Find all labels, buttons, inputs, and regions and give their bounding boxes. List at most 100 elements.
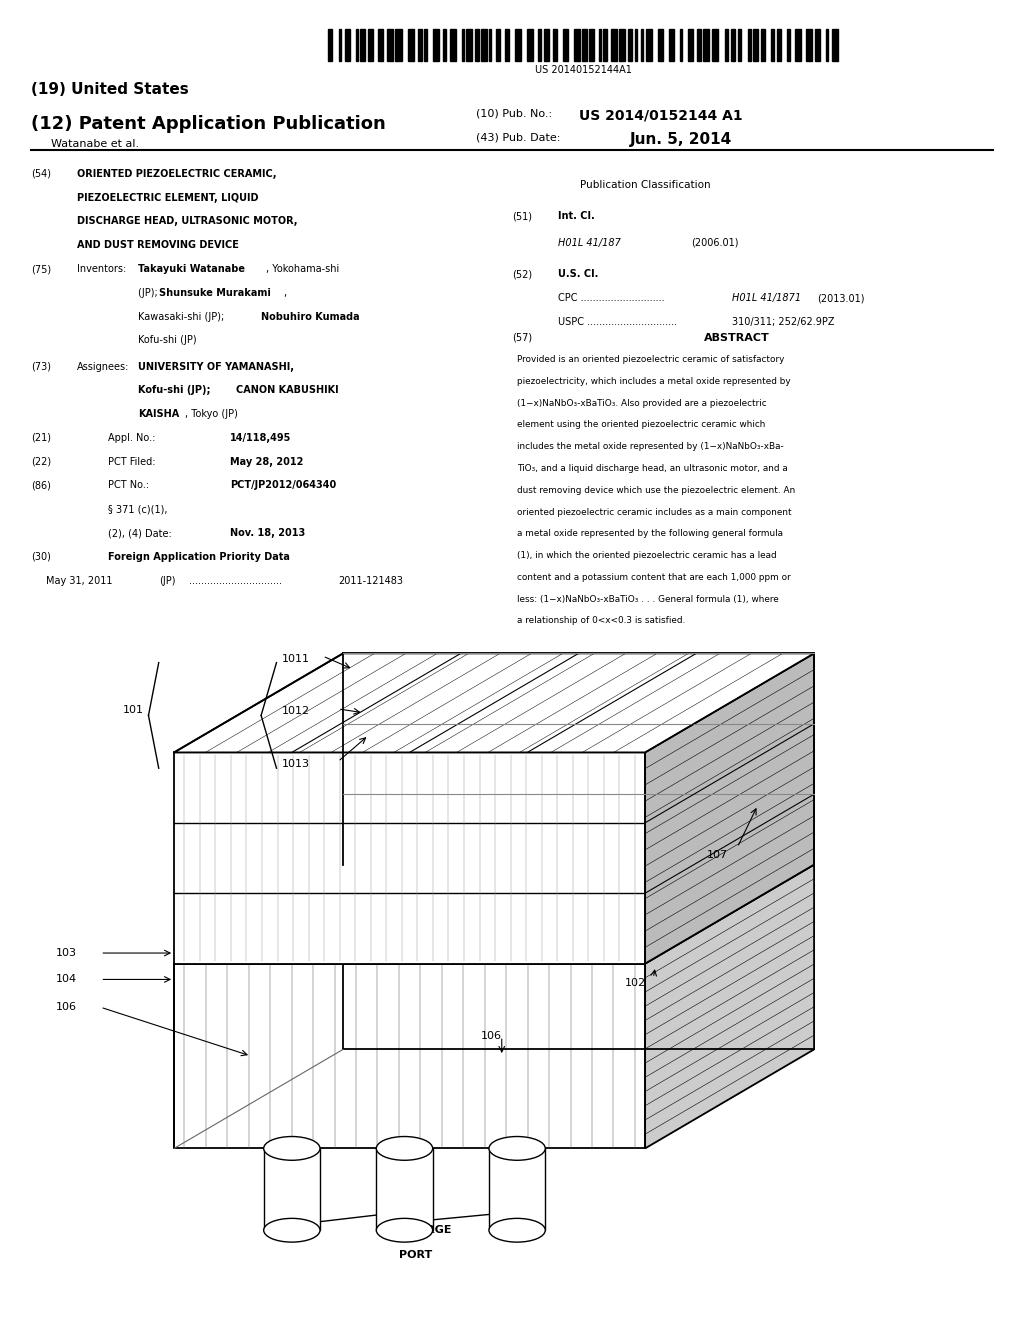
Bar xyxy=(408,29,414,61)
Bar xyxy=(641,29,643,61)
Text: H01L 41/1871: H01L 41/1871 xyxy=(732,293,802,304)
Bar xyxy=(761,29,765,61)
Text: includes the metal oxide represented by (1−x)NaNbO₃-xBa-: includes the metal oxide represented by … xyxy=(517,442,783,451)
Bar xyxy=(603,29,607,61)
Bar xyxy=(748,29,751,61)
Bar xyxy=(450,29,456,61)
Text: (52): (52) xyxy=(512,269,532,280)
Bar xyxy=(777,29,780,61)
Bar xyxy=(806,29,812,61)
Bar xyxy=(419,29,422,61)
Bar xyxy=(826,29,828,61)
Text: 1013: 1013 xyxy=(282,759,309,770)
Bar xyxy=(466,29,472,61)
Bar xyxy=(680,29,682,61)
Text: US 2014/0152144 A1: US 2014/0152144 A1 xyxy=(579,108,742,123)
Bar xyxy=(480,29,486,61)
Text: (10) Pub. No.:: (10) Pub. No.: xyxy=(476,108,552,119)
Text: ORIENTED PIEZOELECTRIC CERAMIC,: ORIENTED PIEZOELECTRIC CERAMIC, xyxy=(77,169,276,180)
Bar xyxy=(538,29,541,61)
Text: (22): (22) xyxy=(31,457,51,467)
Text: 105: 105 xyxy=(282,1225,302,1236)
Bar xyxy=(377,1148,432,1230)
Text: ABSTRACT: ABSTRACT xyxy=(705,333,770,343)
Text: 310/311; 252/62.9PZ: 310/311; 252/62.9PZ xyxy=(732,317,835,327)
Text: PCT No.:: PCT No.: xyxy=(108,480,148,491)
Text: PCT Filed:: PCT Filed: xyxy=(108,457,155,467)
Text: less: (1−x)NaNbO₃-xBaTiO₃ . . . General formula (1), where: less: (1−x)NaNbO₃-xBaTiO₃ . . . General … xyxy=(517,594,779,603)
Polygon shape xyxy=(174,964,645,1148)
Text: a metal oxide represented by the following general formula: a metal oxide represented by the followi… xyxy=(517,529,783,539)
Text: (86): (86) xyxy=(31,480,50,491)
Bar xyxy=(697,29,700,61)
Text: 107: 107 xyxy=(707,850,728,861)
Text: Nov. 18, 2013: Nov. 18, 2013 xyxy=(230,528,305,539)
Text: 106: 106 xyxy=(56,1002,78,1012)
Bar xyxy=(731,29,734,61)
Bar xyxy=(658,29,663,61)
Bar xyxy=(475,29,478,61)
Bar xyxy=(618,29,625,61)
Text: (43) Pub. Date:: (43) Pub. Date: xyxy=(476,132,560,143)
Bar xyxy=(815,29,820,61)
Bar xyxy=(702,29,709,61)
Text: Watanabe et al.: Watanabe et al. xyxy=(51,139,139,149)
Bar xyxy=(563,29,568,61)
Text: ,: , xyxy=(284,288,287,298)
Text: § 371 (c)(1),: § 371 (c)(1), xyxy=(108,504,167,515)
Text: PORT: PORT xyxy=(399,1250,432,1261)
Ellipse shape xyxy=(376,1137,433,1160)
Bar xyxy=(771,29,774,61)
Bar xyxy=(831,29,838,61)
Bar xyxy=(328,29,333,61)
Polygon shape xyxy=(174,752,645,964)
Bar xyxy=(583,29,587,61)
Text: ...............................: ............................... xyxy=(189,576,283,586)
Text: Appl. No.:: Appl. No.: xyxy=(108,433,155,444)
Polygon shape xyxy=(645,653,814,964)
Text: H01L 41/187: H01L 41/187 xyxy=(558,238,621,248)
Bar xyxy=(669,29,674,61)
Bar xyxy=(574,29,581,61)
Text: (JP): (JP) xyxy=(159,576,175,586)
Text: 1012: 1012 xyxy=(282,706,309,717)
Text: TiO₃, and a liquid discharge head, an ultrasonic motor, and a: TiO₃, and a liquid discharge head, an ul… xyxy=(517,465,787,473)
Text: DISCHARGE HEAD, ULTRASONIC MOTOR,: DISCHARGE HEAD, ULTRASONIC MOTOR, xyxy=(77,216,297,227)
Text: Provided is an oriented piezoelectric ceramic of satisfactory: Provided is an oriented piezoelectric ce… xyxy=(517,355,784,364)
Text: Int. Cl.: Int. Cl. xyxy=(558,211,595,222)
Bar xyxy=(589,29,594,61)
Ellipse shape xyxy=(376,1218,433,1242)
Bar xyxy=(424,29,427,61)
Text: (30): (30) xyxy=(31,552,50,562)
Polygon shape xyxy=(174,865,814,964)
Text: Takayuki Watanabe: Takayuki Watanabe xyxy=(138,264,245,275)
Bar xyxy=(505,29,509,61)
Bar xyxy=(356,29,358,61)
Text: (75): (75) xyxy=(31,264,51,275)
Text: 1011: 1011 xyxy=(282,653,309,664)
Bar xyxy=(488,29,490,61)
Bar xyxy=(646,29,652,61)
Bar xyxy=(688,29,692,61)
Text: content and a potassium content that are each 1,000 ppm or: content and a potassium content that are… xyxy=(517,573,791,582)
Bar xyxy=(725,29,728,61)
Ellipse shape xyxy=(263,1137,319,1160)
Text: 104: 104 xyxy=(56,974,78,985)
Bar xyxy=(713,29,719,61)
Text: (51): (51) xyxy=(512,211,532,222)
Text: KAISHA: KAISHA xyxy=(138,409,179,420)
Text: (57): (57) xyxy=(512,333,532,343)
Bar xyxy=(442,29,446,61)
Text: USPC ..............................: USPC .............................. xyxy=(558,317,677,327)
Text: (JP);: (JP); xyxy=(138,288,161,298)
Text: 2011-121483: 2011-121483 xyxy=(338,576,402,586)
Text: (2013.01): (2013.01) xyxy=(817,293,864,304)
Text: UNIVERSITY OF YAMANASHI,: UNIVERSITY OF YAMANASHI, xyxy=(138,362,294,372)
Text: oriented piezoelectric ceramic includes as a main component: oriented piezoelectric ceramic includes … xyxy=(517,508,792,516)
Bar xyxy=(795,29,801,61)
Bar xyxy=(378,29,383,61)
Text: element using the oriented piezoelectric ceramic which: element using the oriented piezoelectric… xyxy=(517,420,766,429)
Text: CANON KABUSHIKI: CANON KABUSHIKI xyxy=(236,385,338,396)
Bar xyxy=(369,29,373,61)
Text: Jun. 5, 2014: Jun. 5, 2014 xyxy=(630,132,732,147)
